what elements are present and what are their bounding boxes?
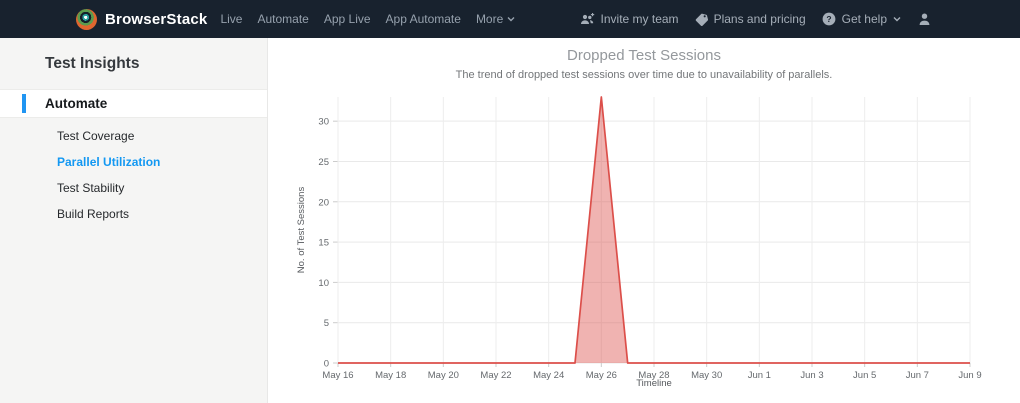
tag-icon (695, 13, 708, 26)
sidebar-nav-list: Test Coverage Parallel Utilization Test … (0, 118, 267, 227)
svg-text:0: 0 (324, 359, 329, 370)
top-navbar: BrowserStack Live Automate App Live App … (0, 0, 1020, 38)
plans-and-pricing-label: Plans and pricing (713, 12, 806, 26)
browserstack-logo[interactable]: BrowserStack (76, 8, 208, 30)
nav-link-app-live[interactable]: App Live (323, 12, 371, 26)
svg-text:20: 20 (318, 197, 329, 208)
svg-text:5: 5 (324, 318, 329, 329)
chevron-down-icon (893, 17, 901, 22)
brand-name: BrowserStack (105, 10, 208, 28)
svg-text:May 22: May 22 (480, 370, 511, 381)
svg-text:15: 15 (318, 238, 329, 249)
navbar-actions: Invite my team Plans and pricing ? Get h… (580, 12, 932, 26)
svg-text:Jun 5: Jun 5 (853, 370, 876, 381)
sidebar-item-parallel-utilization[interactable]: Parallel Utilization (57, 155, 161, 169)
plans-and-pricing-button[interactable]: Plans and pricing (695, 12, 806, 26)
svg-text:Jun 7: Jun 7 (906, 370, 929, 381)
sidebar-item-test-coverage[interactable]: Test Coverage (57, 129, 135, 143)
sidebar-section-label: Automate (45, 96, 108, 111)
invite-my-team-button[interactable]: Invite my team (580, 12, 679, 26)
sidebar-section-automate[interactable]: Automate (0, 90, 267, 118)
nav-link-live[interactable]: Live (220, 12, 243, 26)
svg-text:May 30: May 30 (691, 370, 722, 381)
sidebar-header: Test Insights (0, 38, 267, 90)
browserstack-eye-icon (76, 8, 97, 30)
people-plus-icon (580, 13, 594, 24)
sidebar-title: Test Insights (45, 54, 140, 72)
primary-nav: Live Automate App Live App Automate More (220, 12, 515, 26)
chart-header: Dropped Test Sessions The trend of dropp… (268, 47, 1020, 81)
x-axis-title: Timeline (636, 378, 672, 389)
nav-link-automate[interactable]: Automate (257, 12, 309, 26)
user-account-button[interactable] (917, 12, 932, 26)
chart-subtitle: The trend of dropped test sessions over … (455, 69, 833, 81)
svg-text:May 26: May 26 (586, 370, 617, 381)
nav-link-more[interactable]: More (476, 12, 515, 26)
svg-text:May 24: May 24 (533, 370, 564, 381)
svg-text:25: 25 (318, 157, 329, 168)
svg-text:May 28: May 28 (638, 370, 669, 381)
invite-my-team-label: Invite my team (600, 12, 679, 26)
svg-text:May 20: May 20 (428, 370, 459, 381)
main-content: Dropped Test Sessions The trend of dropp… (268, 38, 1020, 403)
svg-text:?: ? (826, 14, 831, 24)
svg-text:May 18: May 18 (375, 370, 406, 381)
get-help-label: Get help (841, 12, 887, 26)
svg-text:May 16: May 16 (322, 370, 353, 381)
y-axis-title: No. of Test Sessions (296, 187, 307, 274)
svg-text:10: 10 (318, 278, 329, 289)
question-circle-icon: ? (822, 12, 836, 26)
person-icon (919, 13, 930, 25)
svg-text:Jun 1: Jun 1 (748, 370, 771, 381)
svg-text:Jun 9: Jun 9 (958, 370, 981, 381)
chart-title: Dropped Test Sessions (567, 47, 721, 64)
nav-link-more-label: More (475, 12, 504, 26)
dropped-test-sessions-chart[interactable]: No. of Test Sessions Timeline 0 5 10 15 20 25… (290, 85, 990, 400)
sidebar-item-test-stability[interactable]: Test Stability (57, 181, 125, 195)
sidebar-item-build-reports[interactable]: Build Reports (57, 207, 130, 221)
svg-text:30: 30 (318, 117, 329, 128)
chevron-down-icon (507, 17, 515, 22)
svg-text:Jun 3: Jun 3 (800, 370, 823, 381)
test-insights-sidebar: Test Insights Automate Test Coverage Par… (0, 38, 268, 403)
nav-link-app-automate[interactable]: App Automate (385, 12, 461, 26)
get-help-menu[interactable]: ? Get help (822, 12, 901, 26)
